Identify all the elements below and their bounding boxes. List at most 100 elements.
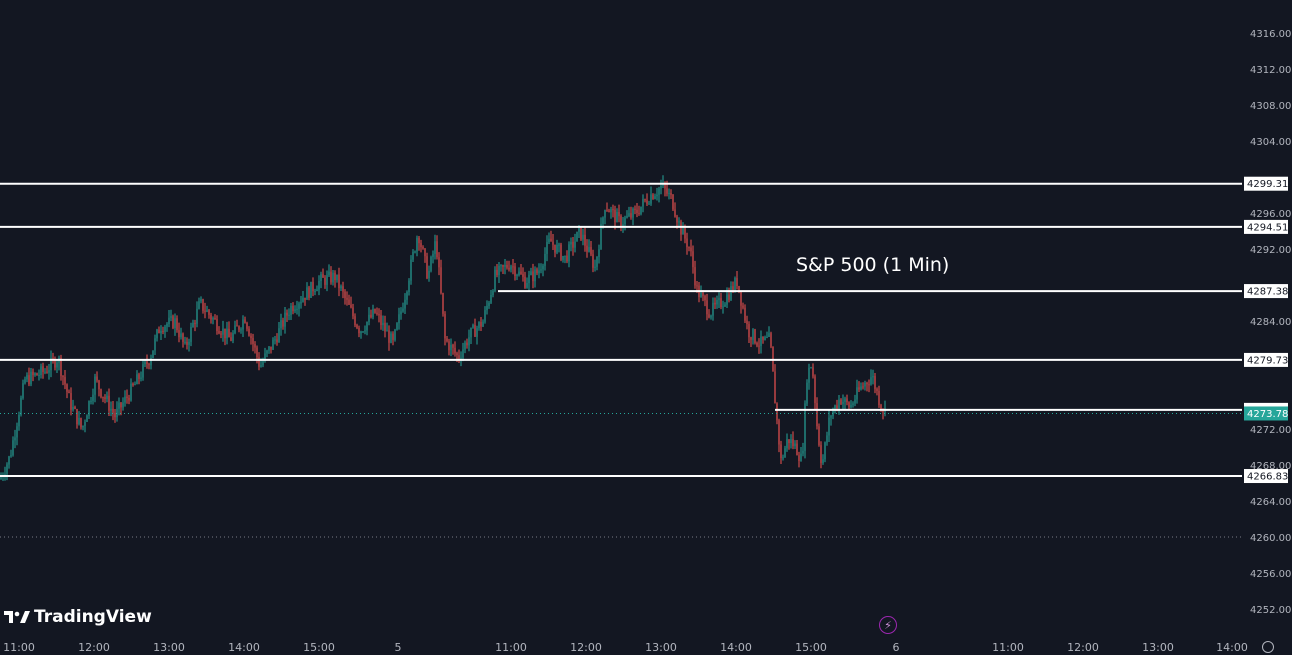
candle — [680, 219, 682, 241]
candle — [436, 235, 438, 260]
candle — [738, 285, 740, 294]
price-scale[interactable]: 4316.00 4312.00 4308.00 4304.00 4296.00 4292.… — [1250, 29, 1291, 616]
candle — [168, 310, 170, 328]
candle — [222, 320, 224, 342]
candle — [324, 275, 326, 289]
candle — [698, 281, 700, 303]
candle — [554, 244, 556, 258]
candle — [690, 239, 692, 257]
candle — [330, 266, 332, 285]
candle — [618, 204, 620, 223]
candle — [814, 374, 816, 411]
candle — [422, 245, 424, 250]
candle — [648, 200, 650, 205]
level-4279.73[interactable]: 4279.73 — [0, 352, 1288, 367]
tradingview-logo[interactable]: TradingView — [4, 607, 152, 627]
candle — [322, 268, 324, 278]
level-tag — [1244, 352, 1288, 367]
candle — [744, 304, 746, 324]
candle — [286, 309, 288, 322]
candle — [96, 371, 98, 383]
candle — [308, 285, 310, 301]
candle — [202, 298, 204, 314]
candle — [614, 205, 616, 230]
level-4294.51[interactable]: 4294.51 — [0, 219, 1288, 234]
candle — [462, 342, 464, 362]
candle — [136, 370, 138, 385]
candle — [450, 338, 452, 357]
level-4274.18[interactable]: 4274.18 — [775, 402, 1288, 417]
candle — [858, 381, 860, 392]
level-tag-label: 4279.73 — [1247, 355, 1288, 366]
candle — [806, 379, 808, 407]
candle — [234, 320, 236, 335]
candle — [448, 338, 450, 356]
price-tick: 4316.00 — [1250, 29, 1291, 40]
candle — [518, 267, 520, 277]
candle — [454, 341, 456, 357]
candle — [118, 397, 120, 416]
candle — [756, 341, 758, 348]
candle — [512, 259, 514, 275]
candle — [620, 214, 622, 232]
horizontal-levels[interactable]: 4299.31 4294.51 4287.38 4279.73 4274.18 4266.… — [0, 176, 1288, 538]
candle — [396, 322, 398, 331]
candle — [370, 309, 372, 319]
candle — [278, 322, 280, 343]
candle — [590, 241, 592, 257]
price-tick: 4304.00 — [1250, 137, 1291, 148]
candle — [536, 267, 538, 276]
candle — [846, 394, 848, 406]
level-4299.31[interactable]: 4299.31 — [0, 176, 1288, 191]
candle — [252, 333, 254, 352]
candle — [526, 277, 528, 289]
settings-icon[interactable] — [1262, 641, 1274, 653]
level-tag — [1244, 176, 1288, 191]
candle — [764, 335, 766, 341]
candle — [248, 326, 250, 337]
candle — [432, 250, 434, 264]
candle — [344, 289, 346, 305]
candle — [720, 292, 722, 310]
candle — [386, 322, 388, 332]
candle — [446, 335, 448, 343]
candle — [650, 186, 652, 206]
candle — [90, 396, 92, 405]
candle — [128, 394, 130, 405]
candle — [326, 270, 328, 292]
candle — [574, 233, 576, 253]
candle — [490, 289, 492, 304]
level-4266.83[interactable]: 4266.83 — [0, 469, 1288, 484]
candle — [872, 369, 874, 385]
lightning-icon[interactable]: ⚡ — [879, 616, 897, 634]
candle — [348, 294, 350, 306]
candle — [748, 321, 750, 344]
candle — [496, 263, 498, 278]
candle — [408, 278, 410, 296]
candle — [108, 388, 110, 417]
level-4287.38[interactable]: 4287.38 — [498, 284, 1288, 299]
candle — [332, 270, 334, 286]
brand-name: TradingView — [34, 607, 152, 627]
candle — [92, 388, 94, 405]
candle — [8, 455, 10, 469]
candle — [70, 387, 72, 416]
candle — [114, 408, 116, 423]
candle — [588, 239, 590, 253]
candle — [150, 354, 152, 370]
candle — [660, 179, 662, 195]
candle — [218, 326, 220, 335]
candle — [246, 321, 248, 332]
candle — [362, 330, 364, 333]
candle — [782, 454, 784, 461]
candle — [80, 417, 82, 430]
time-scale[interactable]: 11:00 12:00 13:00 14:00 15:00 5 11:00 12:00 13:0… — [3, 641, 1248, 654]
candle — [850, 400, 852, 409]
candle — [182, 332, 184, 348]
candle — [492, 289, 494, 298]
candle — [774, 364, 776, 404]
candle — [494, 266, 496, 293]
candle — [826, 431, 828, 446]
candle — [824, 441, 826, 463]
